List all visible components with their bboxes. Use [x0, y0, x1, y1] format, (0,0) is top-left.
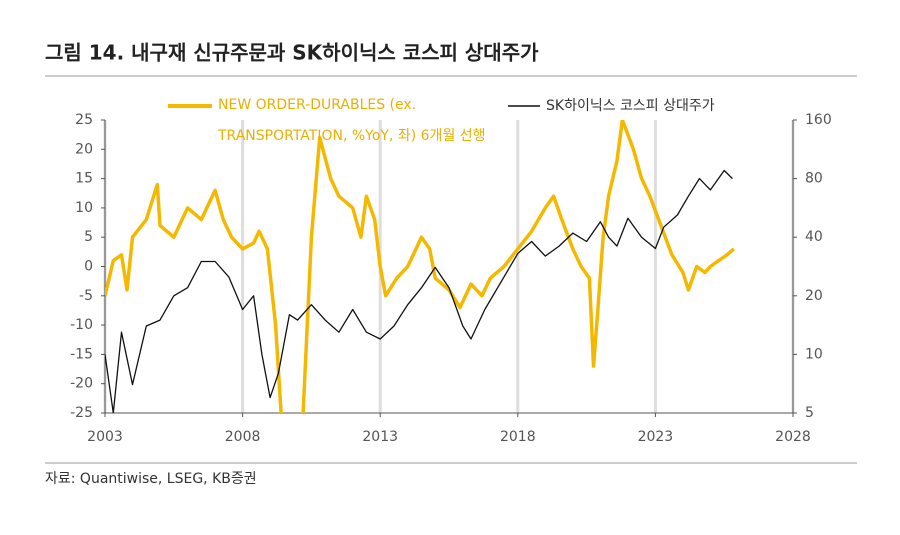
y-tick-label: -10: [70, 317, 93, 333]
y-tick-label: 0: [84, 259, 93, 275]
y-tick-label: -25: [70, 405, 93, 421]
legend-label: SK하이닉스 코스피 상대주가: [546, 98, 715, 114]
source: 자료: Quantiwise, LSEG, KB증권: [45, 471, 257, 487]
x-tick-label: 2013: [362, 429, 398, 445]
y-tick-label: 20: [75, 141, 93, 157]
series-line: [105, 169, 733, 413]
y2-tick-label: 80: [805, 171, 823, 187]
y2-tick-label: 40: [805, 229, 823, 245]
y2-tick-label: 160: [805, 112, 832, 128]
series-line: [105, 120, 735, 413]
x-tick-label: 2028: [775, 429, 811, 445]
y-tick-label: -15: [70, 346, 93, 362]
x-tick-label: 2008: [225, 429, 261, 445]
x-tick-label: 2003: [87, 429, 123, 445]
legend-label: NEW ORDER-DURABLES (ex. TRANSPORTATION, …: [218, 97, 486, 144]
y-tick-label: 5: [84, 229, 93, 245]
y-tick-label: 15: [75, 171, 93, 187]
y-tick-label: 25: [75, 112, 93, 128]
chart-title: 그림 14. 내구재 신규주문과 SK하이닉스 코스피 상대주가: [45, 41, 539, 65]
y-tick-label: -5: [79, 288, 93, 304]
y2-tick-label: 20: [805, 288, 823, 304]
x-tick-label: 2023: [638, 429, 674, 445]
y-tick-label: -20: [70, 376, 93, 392]
y2-tick-label: 10: [805, 346, 823, 362]
y2-tick-label: 5: [805, 405, 814, 421]
y-tick-label: 10: [75, 200, 93, 216]
axis-frame: [104, 120, 794, 414]
x-tick-label: 2018: [500, 429, 536, 445]
